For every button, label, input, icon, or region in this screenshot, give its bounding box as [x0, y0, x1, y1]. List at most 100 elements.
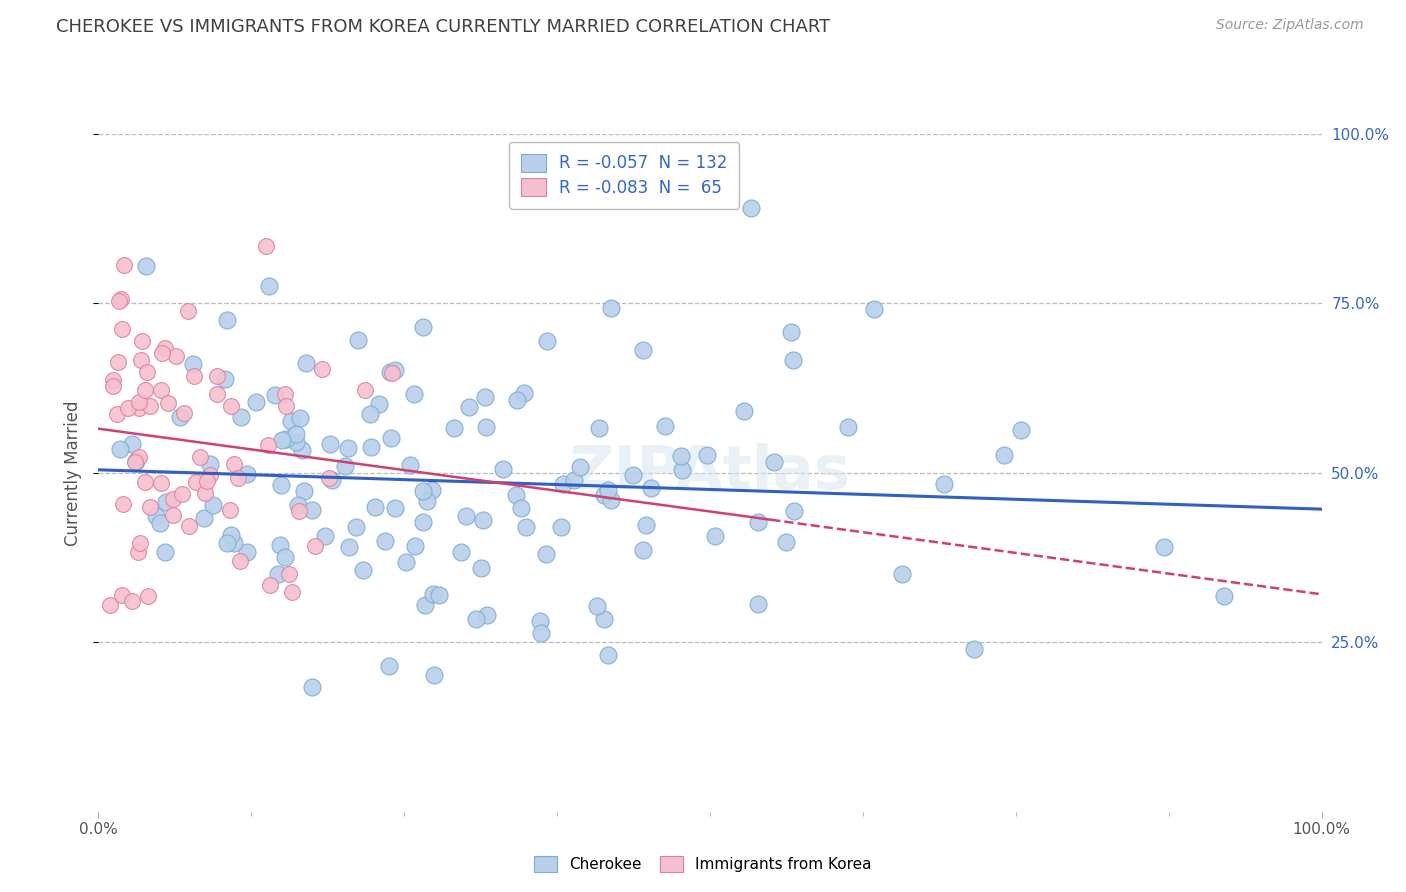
- Point: [631, 542, 654, 557]
- Point: [184, 475, 207, 489]
- Point: [150, 383, 173, 397]
- Point: [149, 476, 172, 491]
- Point: [214, 372, 236, 386]
- Point: [188, 450, 211, 464]
- Point: [121, 437, 143, 451]
- Point: [169, 409, 191, 424]
- Point: [121, 593, 143, 607]
- Point: [593, 488, 616, 502]
- Point: [413, 598, 436, 612]
- Point: [207, 387, 229, 401]
- Point: [155, 341, 177, 355]
- Point: [381, 366, 404, 380]
- Point: [264, 388, 287, 402]
- Point: [112, 258, 135, 272]
- Point: [292, 483, 315, 498]
- Point: [111, 322, 134, 336]
- Text: ZIPAtlas: ZIPAtlas: [569, 443, 851, 502]
- Point: [747, 598, 769, 612]
- Point: [631, 343, 654, 357]
- Point: [226, 470, 249, 484]
- Point: [270, 478, 292, 492]
- Point: [173, 406, 195, 420]
- Point: [139, 500, 162, 514]
- Point: [333, 458, 356, 473]
- Point: [301, 502, 323, 516]
- Point: [364, 500, 387, 514]
- Point: [205, 369, 228, 384]
- Point: [593, 612, 616, 626]
- Point: [162, 492, 184, 507]
- Point: [1213, 590, 1236, 604]
- Point: [228, 554, 250, 568]
- Point: [277, 567, 299, 582]
- Point: [352, 563, 374, 577]
- Point: [285, 434, 308, 449]
- Point: [222, 457, 245, 471]
- Point: [551, 477, 574, 491]
- Point: [399, 458, 422, 472]
- Point: [536, 548, 558, 562]
- Point: [124, 455, 146, 469]
- Point: [105, 407, 128, 421]
- Point: [671, 463, 693, 477]
- Point: [222, 536, 245, 550]
- Point: [236, 545, 259, 559]
- Point: [780, 325, 803, 339]
- Point: [422, 587, 444, 601]
- Point: [311, 362, 333, 376]
- Point: [124, 454, 146, 468]
- Point: [562, 473, 585, 487]
- Point: [236, 467, 259, 481]
- Point: [193, 510, 215, 524]
- Point: [219, 527, 242, 541]
- Point: [993, 448, 1015, 462]
- Point: [596, 648, 619, 663]
- Point: [128, 394, 150, 409]
- Point: [134, 383, 156, 397]
- Point: [219, 399, 242, 413]
- Point: [128, 401, 150, 416]
- Point: [129, 353, 152, 368]
- Point: [599, 493, 621, 508]
- Point: [458, 400, 481, 414]
- Point: [378, 658, 401, 673]
- Point: [134, 475, 156, 490]
- Text: Source: ZipAtlas.com: Source: ZipAtlas.com: [1216, 18, 1364, 32]
- Point: [271, 433, 294, 447]
- Point: [703, 528, 725, 542]
- Point: [257, 278, 280, 293]
- Point: [288, 411, 311, 425]
- Point: [416, 493, 439, 508]
- Point: [344, 520, 367, 534]
- Point: [281, 585, 304, 599]
- Point: [318, 471, 340, 485]
- Point: [321, 473, 343, 487]
- Point: [669, 449, 692, 463]
- Point: [165, 350, 187, 364]
- Point: [1153, 540, 1175, 554]
- Point: [378, 366, 401, 380]
- Point: [107, 355, 129, 369]
- Point: [470, 561, 492, 575]
- Point: [129, 535, 152, 549]
- Point: [336, 441, 359, 455]
- Point: [103, 373, 125, 387]
- Point: [747, 515, 769, 529]
- Point: [136, 590, 159, 604]
- Point: [110, 442, 132, 456]
- Point: [101, 379, 124, 393]
- Point: [598, 483, 620, 497]
- Point: [384, 363, 406, 377]
- Point: [402, 387, 425, 401]
- Text: CHEROKEE VS IMMIGRANTS FROM KOREA CURRENTLY MARRIED CORRELATION CHART: CHEROKEE VS IMMIGRANTS FROM KOREA CURREN…: [56, 18, 831, 36]
- Point: [762, 455, 785, 469]
- Point: [775, 534, 797, 549]
- Point: [359, 408, 381, 422]
- Point: [98, 598, 121, 612]
- Point: [215, 536, 238, 550]
- Point: [153, 545, 176, 559]
- Legend: R = -0.057  N = 132, R = -0.083  N =  65: R = -0.057 N = 132, R = -0.083 N = 65: [509, 142, 740, 209]
- Point: [505, 488, 527, 502]
- Point: [346, 333, 368, 347]
